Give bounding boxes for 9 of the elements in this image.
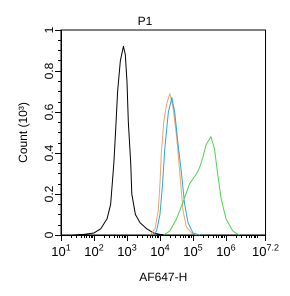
y-tick-label: 0.6 <box>42 103 56 120</box>
y-tick-label: 0.8 <box>42 62 56 80</box>
y-tick-label: 0 <box>42 231 56 238</box>
y-tick-label: 1 <box>42 26 56 34</box>
y-tick-label: 0.4 <box>42 144 56 162</box>
y-tick-label: 0.2 <box>42 185 56 202</box>
y-axis-title: Count (10³) <box>16 102 30 163</box>
x-axis-title: AF647-H <box>139 270 188 284</box>
chart-title: P1 <box>138 14 153 28</box>
